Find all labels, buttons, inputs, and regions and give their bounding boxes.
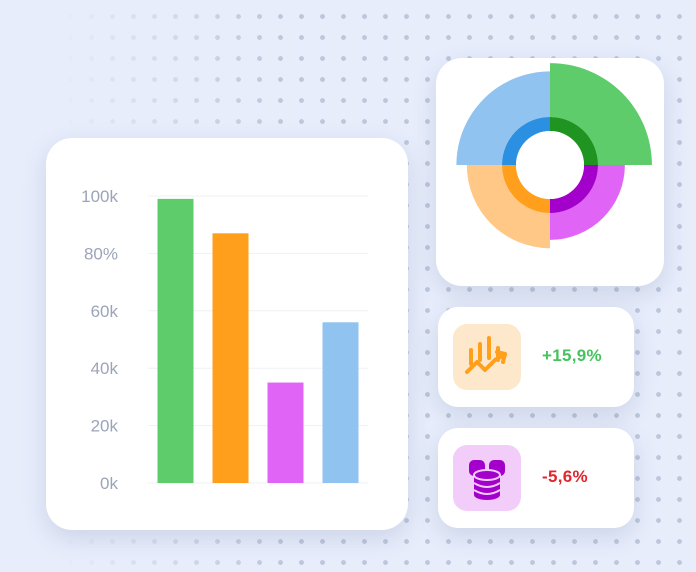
bar	[157, 198, 194, 483]
donut-slice	[466, 165, 550, 249]
stat-card-database: -5,6%	[438, 428, 634, 528]
y-tick-label: 20k	[91, 417, 119, 436]
bar-chart: 0k 20k 40k 60k 80% 100k	[81, 187, 368, 493]
y-tick-label: 40k	[91, 359, 119, 378]
growth-value: +15,9%	[542, 346, 602, 365]
growth-icon-box	[453, 324, 521, 390]
stat-card-growth: +15,9%	[438, 307, 634, 407]
bar	[212, 233, 249, 483]
bar	[322, 322, 359, 483]
donut-inner-ring	[550, 117, 598, 165]
donut-inner-ring	[502, 165, 550, 213]
donut-hole	[516, 131, 584, 199]
donut-chart-card	[436, 58, 664, 286]
donut-slice	[550, 63, 652, 165]
donut-inner-ring	[550, 165, 598, 213]
y-tick-label: 100k	[81, 187, 118, 206]
database-icon	[469, 460, 505, 500]
bar-chart-card: 0k 20k 40k 60k 80% 100k	[46, 138, 408, 530]
y-tick-label: 60k	[91, 302, 119, 321]
growth-chart-icon	[465, 336, 507, 374]
donut-slice	[456, 71, 550, 165]
bar	[267, 382, 304, 483]
donut-slice	[550, 165, 625, 240]
donut-chart	[456, 63, 652, 249]
database-icon-box	[453, 445, 521, 511]
donut-inner-ring	[502, 117, 550, 165]
y-tick-label: 0k	[100, 474, 118, 493]
y-tick-label: 80%	[84, 244, 118, 263]
database-value: -5,6%	[542, 467, 588, 486]
